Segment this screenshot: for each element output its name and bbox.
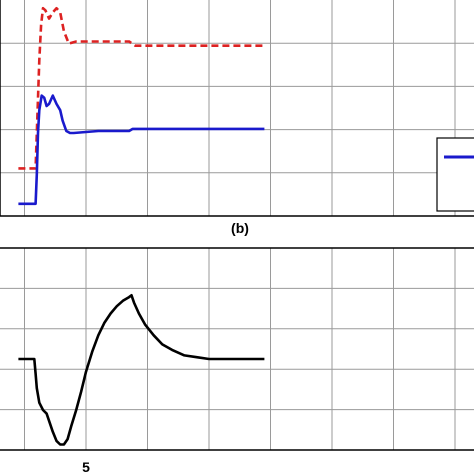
series-line-1-1 [18, 6, 265, 170]
subplot-title-b: (b) [231, 220, 249, 236]
top-plot [0, 0, 474, 217]
top-plot-frame [0, 0, 474, 217]
series-line-1-2 [18, 94, 265, 206]
x-tick-label: 5 [82, 459, 90, 474]
bottom-series [18, 294, 265, 446]
bottom-x-ticks: 5 [82, 459, 90, 474]
top-grid [0, 0, 474, 216]
legend-frame [436, 137, 474, 212]
legend-box [436, 137, 474, 212]
bottom-plot: 5 [0, 247, 474, 474]
bottom-plot-frame [0, 247, 474, 451]
bottom-grid [0, 248, 474, 450]
series-line-2-1 [18, 294, 265, 446]
top-series [18, 6, 265, 206]
